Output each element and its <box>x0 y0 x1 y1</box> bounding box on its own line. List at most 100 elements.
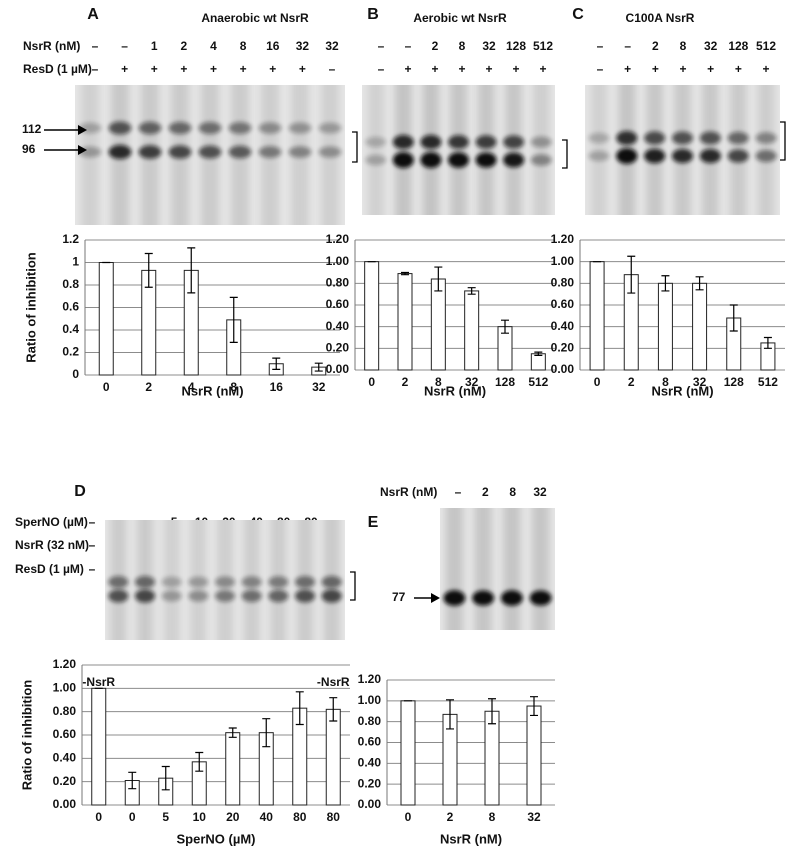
bar <box>589 261 605 371</box>
gel-band <box>671 131 694 145</box>
y-tick-label: 1.00 <box>326 254 350 268</box>
error-bar <box>314 362 323 372</box>
x-tick-label: 32 <box>527 810 541 824</box>
gel-band <box>448 152 469 168</box>
gel-band <box>134 575 156 589</box>
x-tick-label: 128 <box>495 375 515 389</box>
lane-label: 2 <box>432 39 439 53</box>
gel-band <box>198 145 222 159</box>
size-marker: 77 <box>392 590 406 604</box>
gel-lane-smear <box>505 85 522 215</box>
bar <box>325 708 341 806</box>
gel-band <box>616 148 638 164</box>
gel-band <box>671 148 694 164</box>
error-bar <box>195 751 204 772</box>
lane-label: – <box>92 39 99 53</box>
gel-band <box>503 152 525 168</box>
panel-letter: B <box>367 6 379 23</box>
gel-title: Anaerobic wt NsrR <box>201 11 309 25</box>
lane-label: 2 <box>181 39 188 53</box>
row-label: NsrR (nM) <box>23 39 80 53</box>
lane-label: 8 <box>509 485 516 499</box>
gel-band <box>168 121 192 135</box>
x-tick-label: 8 <box>489 810 496 824</box>
gel-lanes <box>78 85 342 225</box>
gel-band <box>161 576 182 588</box>
error-bar <box>530 696 538 717</box>
x-tick-label: 10 <box>193 810 207 824</box>
lane-label: + <box>404 62 411 76</box>
gel-band <box>699 131 721 145</box>
lane-label: + <box>240 62 247 76</box>
gel-band <box>365 154 387 166</box>
lane-label: – <box>597 39 604 53</box>
gel-lane-smear <box>532 508 550 630</box>
gel-lane-smear <box>477 85 495 215</box>
x-tick-label: 512 <box>528 375 548 389</box>
y-tick-label: 0.60 <box>326 297 350 311</box>
x-tick-label: 8 <box>435 375 442 389</box>
band-bracket <box>780 121 786 161</box>
error-bar <box>729 304 738 332</box>
x-tick-label: 0 <box>103 380 110 394</box>
gel-band <box>288 122 312 134</box>
gel-image <box>105 520 345 640</box>
y-tick-label: 0.20 <box>358 776 382 790</box>
lane-label: – <box>92 62 99 76</box>
y-tick-label: 0.4 <box>62 322 79 336</box>
lane-label: + <box>431 62 438 76</box>
bar <box>530 353 546 371</box>
row-label: ResD (1 µM) <box>15 562 84 576</box>
y-tick-label: 1 <box>72 255 79 269</box>
x-tick-label: 2 <box>447 810 454 824</box>
y-tick-label: 1.20 <box>551 232 575 246</box>
lane-label: 128 <box>728 39 748 53</box>
lane-label: 16 <box>266 39 280 53</box>
gel-lane-smear <box>367 85 385 215</box>
gel-band <box>214 576 236 588</box>
gel-band <box>294 589 316 603</box>
row-label: NsrR (32 nM) <box>15 538 89 552</box>
size-marker: 112 <box>22 122 42 136</box>
x-axis-label: NsrR (nM) <box>181 383 243 398</box>
x-tick-label: 4 <box>188 380 195 394</box>
lane-label: – <box>121 39 128 53</box>
x-tick-label: 2 <box>628 375 635 389</box>
x-tick-label: 128 <box>724 375 744 389</box>
y-tick-label: 1.00 <box>358 693 382 707</box>
gel-band <box>475 135 497 149</box>
gel-band <box>755 149 777 163</box>
gel-image <box>585 85 780 215</box>
error-bar <box>228 727 237 738</box>
x-tick-label: 0 <box>129 810 136 824</box>
gel-band <box>472 590 495 606</box>
y-tick-label: 0.60 <box>53 727 77 741</box>
lane-label: 2 <box>482 485 489 499</box>
error-bar <box>262 718 271 748</box>
lane-label: + <box>180 62 187 76</box>
error-bar <box>763 336 772 349</box>
gel-band <box>108 144 132 160</box>
gel-band <box>755 132 777 144</box>
y-tick-label: 0.40 <box>358 756 382 770</box>
lane-label: + <box>735 62 742 76</box>
gel-lanes <box>108 520 342 640</box>
gel-band <box>448 135 469 149</box>
error-bar <box>488 698 496 725</box>
lane-label: 8 <box>459 39 466 53</box>
lane-label: + <box>624 62 631 76</box>
gel-lanes <box>443 508 552 630</box>
gel-band <box>644 148 666 164</box>
marker-arrowhead <box>431 593 440 603</box>
x-tick-label: 2 <box>145 380 152 394</box>
gel-band <box>616 131 638 145</box>
gel-lanes <box>365 85 552 215</box>
lane-label: 8 <box>680 39 687 53</box>
bar <box>692 282 708 371</box>
bar <box>464 290 480 371</box>
y-tick-label: 1.00 <box>53 681 77 695</box>
lane-label: + <box>679 62 686 76</box>
gel-band <box>500 590 523 606</box>
gel-band <box>161 590 182 602</box>
